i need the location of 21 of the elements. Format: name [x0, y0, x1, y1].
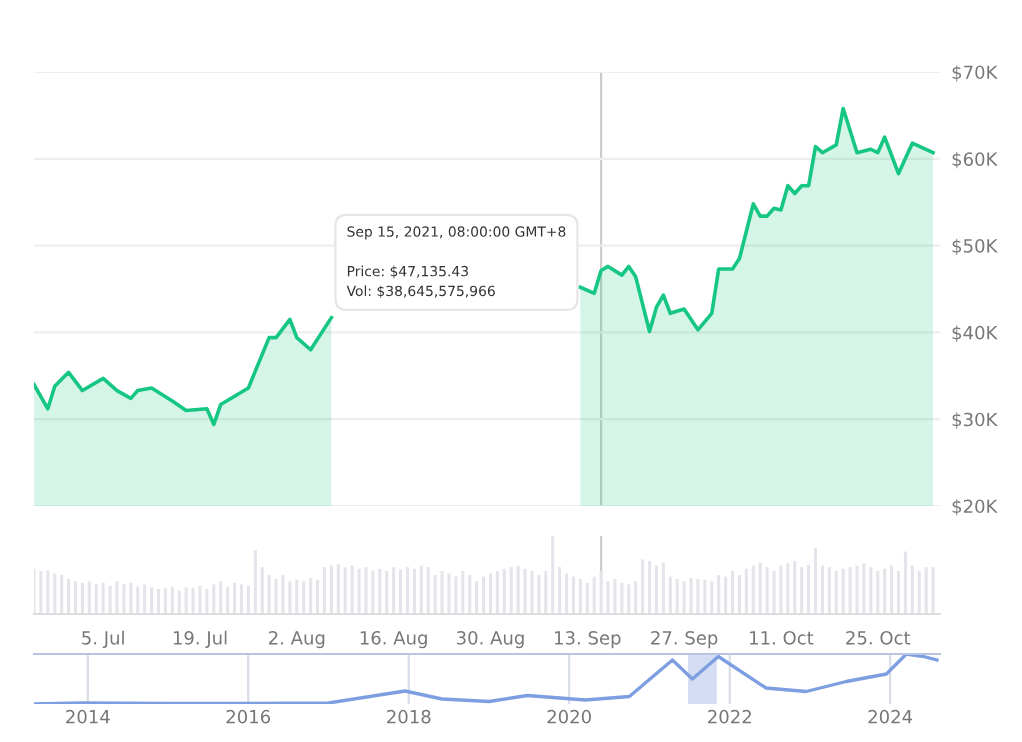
x-tick-label: 2. Aug	[269, 630, 325, 649]
x-tick-label: 19. Jul	[173, 630, 227, 648]
x-tick-label: 2020	[547, 709, 591, 724]
y-tick-label: $40K	[952, 325, 998, 342]
x-tick-label: 16. Aug	[360, 630, 427, 649]
x-tick-label: 13. Sep	[555, 630, 621, 649]
y-tick-label: $60K	[952, 151, 998, 169]
x-tick-label: 2024	[868, 709, 913, 724]
x-tick-label: 30. Aug	[456, 630, 524, 649]
y-tick-label: $70K	[952, 65, 998, 82]
x-tick-label: 5. Jul	[82, 630, 124, 648]
x-tick-label: 2018	[387, 709, 431, 724]
y-tick-label: $50K	[952, 238, 998, 256]
x-tick-label: 2016	[226, 709, 271, 724]
x-tick-label: 2022	[708, 709, 751, 724]
x-tick-label: 2014	[66, 709, 110, 724]
x-tick-label: 11. Oct	[750, 630, 814, 645]
x-tick-label: 25. Oct	[846, 630, 911, 645]
y-tick-label: $30K	[952, 412, 998, 429]
x-tick-label: 27. Sep	[651, 630, 718, 649]
y-tick-label: $20K	[952, 499, 998, 516]
